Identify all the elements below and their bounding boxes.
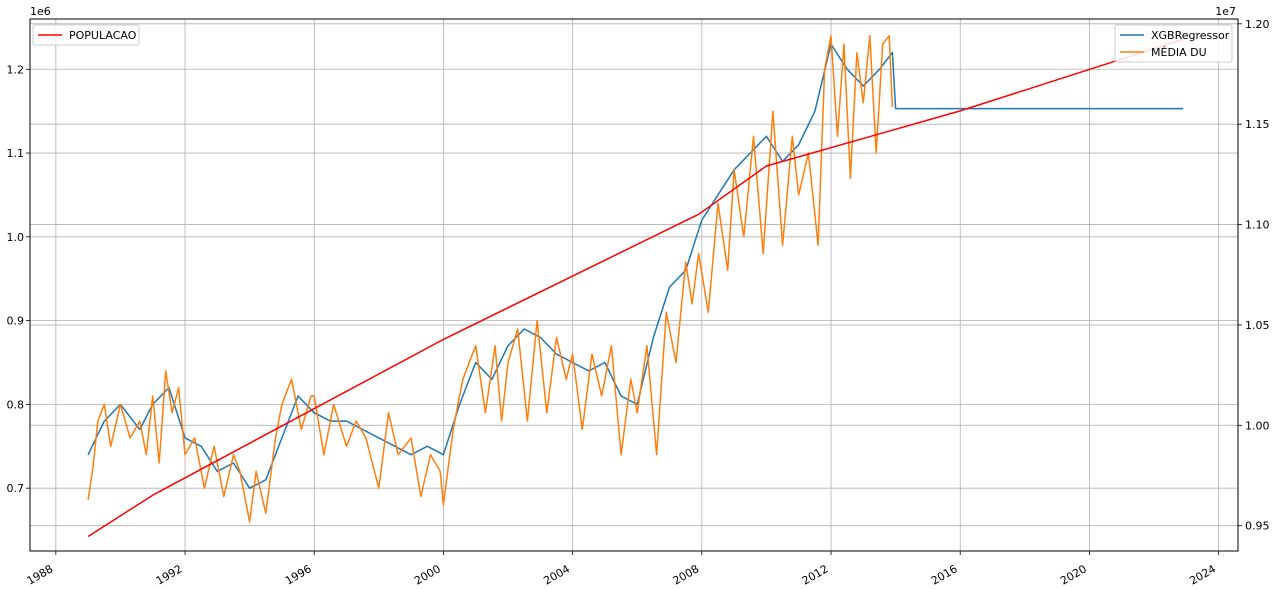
x-axis: 1988 1992 1996 2000 2004 2008 2012 2016 2020 2024 xyxy=(25,551,1220,588)
right-axis-exponent-label: 1e7 xyxy=(1215,5,1236,18)
legend-label-media-du: MÉDIA DU xyxy=(1151,46,1207,59)
right-y-tick-label: 1.15 xyxy=(1245,118,1270,131)
series-line-m-dia-du xyxy=(87,35,894,523)
series-layer xyxy=(87,35,1184,538)
left-y-tick-label: 1.2 xyxy=(7,63,25,76)
x-tick-label: 1992 xyxy=(154,562,185,587)
left-y-tick-label: 1.0 xyxy=(7,231,25,244)
x-tick-label: 2000 xyxy=(412,562,443,587)
series-line-xgbregressor xyxy=(87,43,1184,489)
left-y-tick-label: 1.1 xyxy=(7,147,25,160)
left-y-tick-label: 0.8 xyxy=(7,398,25,411)
x-tick-label: 2004 xyxy=(541,562,572,587)
x-tick-label: 2020 xyxy=(1058,562,1089,587)
x-tick-label: 1996 xyxy=(283,562,314,587)
x-tick-label: 2024 xyxy=(1187,562,1218,587)
right-y-tick-label: 1.00 xyxy=(1245,419,1270,432)
grid xyxy=(30,19,1238,551)
series-line-populacao xyxy=(87,38,1184,538)
x-tick-label: 2008 xyxy=(671,562,702,587)
left-y-axis: 0.7 0.8 0.9 1.0 1.1 1.2 xyxy=(7,63,30,495)
legend-label-populacao: POPULACAO xyxy=(69,29,137,42)
right-y-tick-label: 1.10 xyxy=(1245,219,1270,232)
left-y-tick-label: 0.7 xyxy=(7,482,25,495)
right-y-tick-label: 1.05 xyxy=(1245,319,1270,332)
x-tick-label: 1988 xyxy=(25,562,56,587)
plot-frame xyxy=(29,18,1239,552)
left-axis-exponent-label: 1e6 xyxy=(30,5,51,18)
right-y-axis: 0.95 1.00 1.05 1.10 1.15 1.20 xyxy=(1238,18,1270,533)
legend-label-xgbregressor: XGBRegressor xyxy=(1151,29,1230,42)
right-y-tick-label: 0.95 xyxy=(1245,520,1270,533)
x-tick-label: 2016 xyxy=(929,562,960,587)
right-y-tick-label: 1.20 xyxy=(1245,18,1270,31)
legend-left: POPULACAO xyxy=(32,24,140,46)
legend-right: XGBRegressor MÉDIA DU xyxy=(1114,24,1233,63)
x-tick-label: 2012 xyxy=(800,562,831,587)
left-y-tick-label: 0.9 xyxy=(7,315,25,328)
